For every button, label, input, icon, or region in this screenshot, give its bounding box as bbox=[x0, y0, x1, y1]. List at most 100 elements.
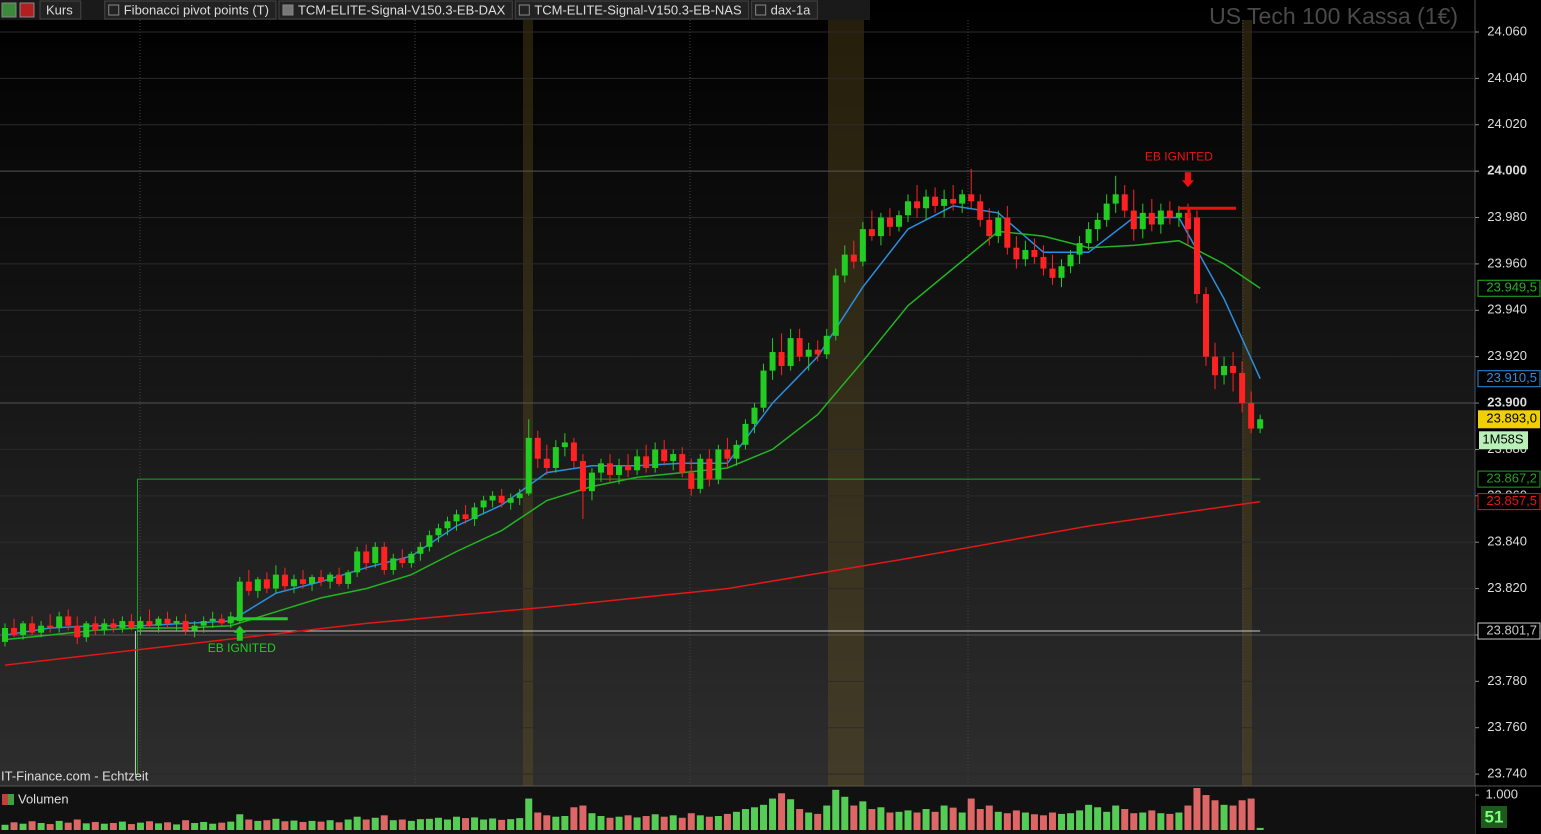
candle-body bbox=[769, 352, 776, 371]
candle-body bbox=[859, 229, 866, 262]
candle-body bbox=[327, 574, 334, 582]
volume-bar bbox=[1076, 810, 1084, 830]
toolbar-item[interactable]: Fibonacci pivot points (T) bbox=[104, 0, 277, 20]
volume-bar bbox=[498, 819, 506, 830]
volume-bar bbox=[958, 812, 966, 830]
volume-bar bbox=[1058, 813, 1066, 830]
candle-body bbox=[65, 616, 72, 626]
candle-body bbox=[1058, 266, 1065, 278]
candle-body bbox=[299, 579, 306, 584]
candle-body bbox=[1139, 212, 1146, 230]
candle-body bbox=[47, 625, 54, 628]
volume-bar bbox=[913, 812, 921, 830]
volume-bar bbox=[796, 809, 804, 830]
candle-body bbox=[923, 196, 930, 209]
candle-body bbox=[318, 576, 325, 582]
volume-bar bbox=[904, 810, 912, 830]
candle-body bbox=[688, 472, 695, 489]
candle-body bbox=[1085, 229, 1092, 244]
volume-bar bbox=[100, 823, 108, 830]
toolbar-label: Fibonacci pivot points (T) bbox=[124, 2, 269, 17]
y-tick-label: 24.020 bbox=[1487, 116, 1527, 131]
volume-bar bbox=[462, 818, 470, 830]
candle-body bbox=[814, 349, 821, 355]
volume-bar bbox=[136, 822, 144, 830]
volume-bar bbox=[1220, 804, 1228, 830]
icon[interactable] bbox=[1, 2, 17, 18]
volume-bar bbox=[1067, 813, 1075, 830]
candle-body bbox=[625, 465, 632, 471]
y-tick-label: 24.000 bbox=[1487, 163, 1527, 178]
volume-bar bbox=[705, 816, 713, 830]
candle-body bbox=[1103, 203, 1110, 220]
volume-bar bbox=[967, 798, 975, 830]
candle-body bbox=[471, 507, 478, 520]
series-end-box bbox=[1477, 493, 1541, 511]
candle-body bbox=[345, 572, 352, 584]
toolbar-label: TCM-ELITE-Signal-V150.3-EB-NAS bbox=[534, 2, 742, 17]
volume-bar bbox=[850, 805, 858, 830]
candle-body bbox=[173, 621, 180, 624]
toolbar-item[interactable]: TCM-ELITE-Signal-V150.3-EB-DAX bbox=[278, 0, 513, 20]
candle-body bbox=[941, 198, 948, 206]
toolbar-item[interactable]: Kurs bbox=[39, 0, 82, 20]
candle-body bbox=[354, 551, 361, 573]
volume-bar bbox=[750, 807, 758, 830]
toolbar-item[interactable]: dax-1a bbox=[751, 0, 818, 20]
volume-bar bbox=[1048, 812, 1056, 830]
plot-bg bbox=[0, 0, 1475, 786]
countdown: 1M58S bbox=[1482, 432, 1524, 447]
candle-body bbox=[101, 623, 108, 631]
candle-body bbox=[1013, 247, 1020, 260]
candle-body bbox=[191, 625, 198, 631]
volume-bar bbox=[73, 819, 81, 830]
volume-bar bbox=[55, 820, 63, 830]
candle-body bbox=[661, 449, 668, 462]
volume-bar bbox=[91, 821, 99, 830]
volume-bar bbox=[1030, 814, 1038, 830]
level-box bbox=[1477, 622, 1541, 640]
y-tick-label: 23.920 bbox=[1487, 348, 1527, 363]
signal-label: EB IGNITED bbox=[208, 641, 276, 655]
candle-body bbox=[1112, 194, 1119, 204]
y-tick-label: 24.060 bbox=[1487, 23, 1527, 38]
checkbox bbox=[282, 4, 294, 16]
volume-bar bbox=[660, 816, 668, 830]
volume-bar bbox=[940, 805, 948, 830]
volume-bar bbox=[416, 819, 424, 830]
candle-body bbox=[1221, 365, 1228, 376]
volume-bar bbox=[64, 822, 72, 830]
y-tick-label: 23.780 bbox=[1487, 673, 1527, 688]
series-end-label: 23.857,5 bbox=[1486, 493, 1537, 508]
candle-body bbox=[634, 456, 641, 471]
volume-bar bbox=[127, 824, 135, 830]
signal-arrow bbox=[233, 625, 246, 641]
candle-body bbox=[670, 454, 677, 462]
candle-body bbox=[1239, 372, 1246, 404]
volume-bar bbox=[651, 814, 659, 830]
volume-bar bbox=[507, 819, 515, 830]
candle-body bbox=[579, 461, 586, 492]
candle-body bbox=[182, 621, 189, 631]
candle-body bbox=[480, 500, 487, 508]
toolbar-item[interactable]: TCM-ELITE-Signal-V150.3-EB-NAS bbox=[514, 0, 750, 20]
volume-bar bbox=[1175, 812, 1183, 830]
candle-body bbox=[281, 574, 288, 587]
checkbox bbox=[755, 4, 767, 16]
candle-body bbox=[290, 579, 297, 587]
candle-body bbox=[995, 217, 1002, 237]
volume-bar bbox=[1238, 800, 1246, 830]
volume-bar bbox=[570, 807, 578, 830]
level-label: 23.867,2 bbox=[1486, 471, 1537, 486]
candle-body bbox=[525, 437, 532, 494]
icon[interactable] bbox=[19, 2, 35, 18]
candle-body bbox=[1031, 249, 1038, 257]
volume-bar bbox=[696, 815, 704, 830]
candle-body bbox=[914, 201, 921, 209]
volume-bar bbox=[1, 824, 9, 830]
candle-body bbox=[588, 472, 595, 492]
volume-bar bbox=[380, 815, 388, 830]
volume-bar bbox=[868, 809, 876, 830]
volume-bar bbox=[922, 809, 930, 830]
candle-body bbox=[272, 574, 279, 589]
